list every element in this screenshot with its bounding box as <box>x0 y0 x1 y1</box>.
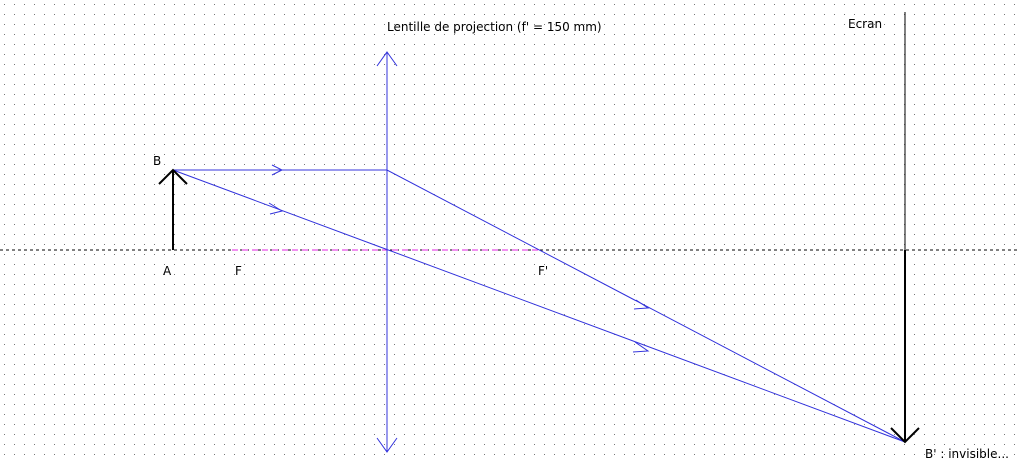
point-label: F <box>235 264 242 278</box>
point-label: A <box>163 264 172 278</box>
point-label: B' : invisible... <box>925 447 1009 461</box>
lens-label: Lentille de projection (f' = 150 mm) <box>387 20 602 34</box>
rays <box>172 164 906 443</box>
image-arrow <box>890 250 920 444</box>
lens <box>376 51 398 453</box>
screen-label: Ecran <box>848 17 882 31</box>
object-arrow <box>158 168 188 250</box>
point-label: B <box>153 154 161 168</box>
point-label: F' <box>538 264 548 278</box>
